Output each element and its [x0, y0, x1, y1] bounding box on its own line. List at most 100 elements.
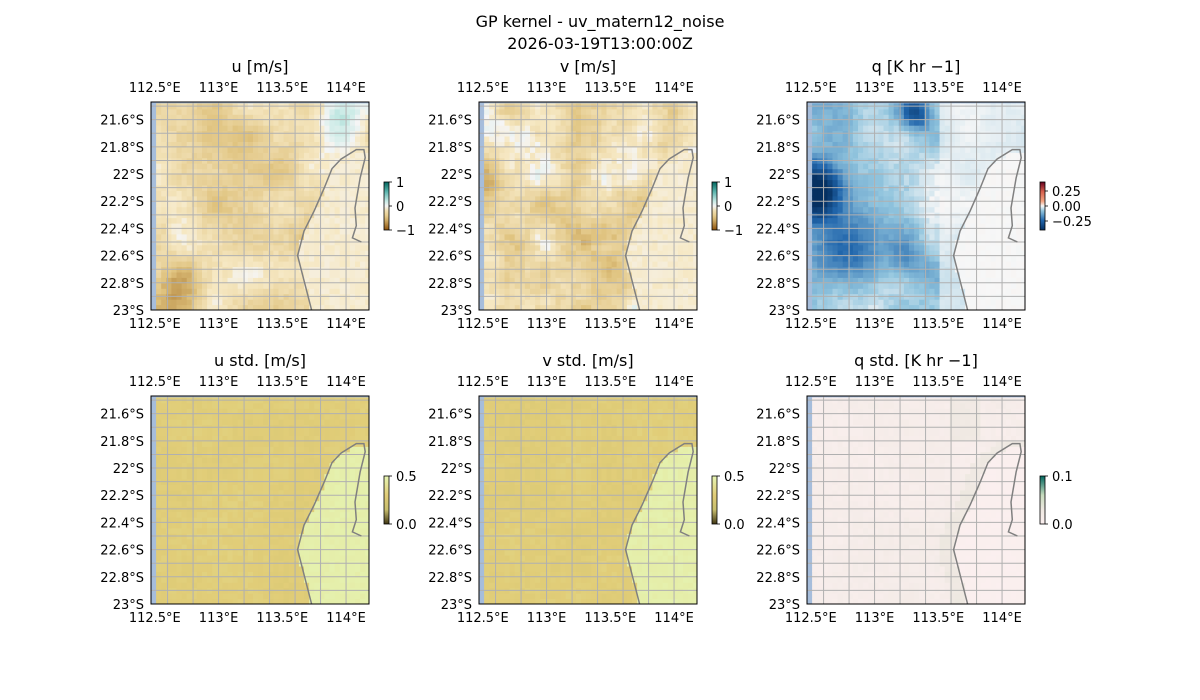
heatmap-cell [878, 114, 885, 121]
heatmap-cell [288, 163, 295, 170]
heatmap-cell [530, 195, 536, 202]
heatmap-cell [903, 174, 910, 181]
heatmap-cell [863, 233, 869, 240]
heatmap-cell [898, 125, 905, 132]
heatmap-cell [242, 195, 249, 202]
heatmap-cell [565, 255, 572, 262]
heatmap-cell [161, 179, 167, 186]
heatmap-cell [575, 195, 582, 202]
heatmap-cell [263, 136, 269, 142]
heatmap-cell [156, 500, 162, 507]
heatmap-cell [847, 195, 854, 202]
heatmap-cell [863, 255, 869, 262]
panel-0: u [m/s]112.5°E112.5°E113°E113°E113.5°E11… [100, 57, 415, 332]
heatmap-cell [524, 168, 531, 175]
heatmap-cell [489, 179, 495, 186]
lat-tick-label: 22.4°S [756, 222, 800, 237]
heatmap-cell [360, 282, 366, 289]
heatmap-cell [1005, 261, 1012, 268]
heatmap-cell [688, 304, 694, 310]
heatmap-cell [545, 255, 551, 262]
heatmap-cell [657, 141, 664, 148]
heatmap-cell [186, 288, 193, 295]
heatmap-cell [329, 125, 336, 132]
heatmap-cell [535, 108, 541, 115]
heatmap-cell [980, 261, 987, 268]
heatmap-cell [642, 228, 648, 235]
heatmap-cell [191, 136, 198, 142]
heatmap-cell [575, 250, 582, 257]
heatmap-cell [606, 141, 613, 148]
heatmap-cell [314, 255, 320, 262]
heatmap-cell [1000, 244, 1007, 251]
heatmap-cell [304, 250, 310, 257]
heatmap-cell [565, 299, 572, 306]
heatmap-cell [519, 125, 526, 132]
heatmap-cell [524, 195, 531, 202]
heatmap-cell [524, 136, 531, 142]
heatmap-cell [606, 201, 613, 208]
heatmap-cell [339, 146, 346, 153]
heatmap-cell [166, 282, 172, 289]
heatmap-cell [283, 288, 290, 295]
heatmap-cell [596, 119, 602, 126]
heatmap-cell [484, 136, 490, 142]
heatmap-cell [995, 223, 1002, 229]
heatmap-cell [944, 255, 951, 262]
heatmap-cell [960, 195, 966, 202]
heatmap-cell [191, 299, 198, 306]
heatmap-cell [324, 304, 331, 310]
heatmap-cell [217, 179, 223, 186]
heatmap-cell [601, 108, 608, 115]
heatmap-cell [171, 244, 178, 251]
heatmap-cell [667, 255, 674, 262]
heatmap-cell [166, 168, 172, 175]
heatmap-cell [1021, 271, 1025, 278]
heatmap-cell [672, 271, 679, 278]
heatmap-cell [1000, 201, 1007, 208]
heatmap-cell [812, 244, 818, 251]
heatmap-cell [550, 114, 557, 121]
heatmap-cell [1011, 108, 1017, 115]
heatmap-cell [360, 195, 366, 202]
heatmap-cell [550, 250, 557, 257]
heatmap-cell [842, 168, 849, 175]
heatmap-cell [842, 255, 849, 262]
heatmap-cell [944, 152, 951, 159]
heatmap-cell [217, 288, 223, 295]
heatmap-cell [242, 233, 249, 240]
heatmap-cell [683, 136, 689, 142]
heatmap-cell [186, 141, 193, 148]
heatmap-cell [207, 244, 213, 251]
heatmap-cell [298, 299, 305, 306]
heatmap-cell [909, 250, 915, 257]
heatmap-cell [601, 255, 608, 262]
heatmap-cell [227, 233, 234, 240]
heatmap-cell [196, 244, 203, 251]
heatmap-cell [965, 108, 971, 115]
lat-tick-label: 22°S [113, 168, 144, 183]
heatmap-cell [242, 108, 249, 115]
heatmap-cell [1000, 195, 1007, 202]
heatmap-cell [540, 146, 546, 153]
heatmap-cell [944, 119, 951, 126]
heatmap-cell [519, 223, 526, 229]
heatmap-cell [954, 174, 961, 181]
heatmap-cell [858, 152, 864, 159]
heatmap-cell [575, 146, 582, 153]
heatmap-cell [975, 119, 981, 126]
heatmap-cell [893, 195, 900, 202]
heatmap-cell [596, 261, 602, 268]
heatmap-cell [980, 255, 987, 262]
heatmap-cell [196, 163, 203, 170]
heatmap-cell [672, 136, 679, 142]
heatmap-cell [514, 119, 521, 126]
heatmap-cell [242, 261, 249, 268]
heatmap-cell [550, 299, 557, 306]
heatmap-cell [565, 108, 572, 115]
heatmap-cell [954, 168, 961, 175]
heatmap-cell [975, 136, 981, 142]
heatmap-cell [232, 141, 239, 148]
heatmap-cell [632, 282, 638, 289]
heatmap-cell [253, 146, 259, 153]
